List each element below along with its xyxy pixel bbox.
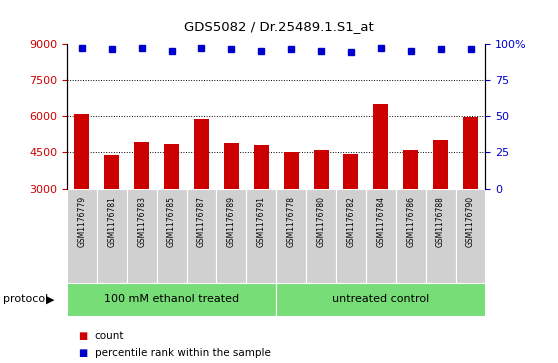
Text: count: count (95, 331, 124, 341)
Bar (373, 104, 388, 189)
Text: GSM1176784: GSM1176784 (376, 196, 386, 247)
Text: GSM1176791: GSM1176791 (257, 196, 266, 247)
Text: GSM1176790: GSM1176790 (466, 196, 475, 248)
Text: untreated control: untreated control (332, 294, 430, 305)
Text: percentile rank within the sample: percentile rank within the sample (95, 348, 271, 358)
Text: GSM1176783: GSM1176783 (137, 196, 146, 247)
Bar (164, 144, 179, 189)
Bar (67, 189, 97, 283)
Bar (463, 117, 478, 189)
Bar (306, 189, 336, 283)
Text: GSM1176786: GSM1176786 (406, 196, 415, 247)
Bar (314, 150, 329, 189)
Text: GDS5082 / Dr.25489.1.S1_at: GDS5082 / Dr.25489.1.S1_at (184, 20, 374, 33)
Bar (336, 189, 366, 283)
Text: ■: ■ (78, 331, 88, 341)
Bar (276, 283, 485, 316)
Bar (246, 189, 276, 283)
Text: GSM1176787: GSM1176787 (197, 196, 206, 247)
Text: protocol: protocol (3, 294, 48, 305)
Bar (276, 189, 306, 283)
Bar (194, 119, 209, 189)
Bar (396, 189, 426, 283)
Bar (433, 140, 448, 189)
Text: ▶: ▶ (46, 294, 54, 305)
Bar (217, 189, 246, 283)
Bar (74, 114, 89, 189)
Text: GSM1176778: GSM1176778 (287, 196, 296, 247)
Bar (403, 150, 418, 189)
Bar (127, 189, 157, 283)
Bar (224, 143, 239, 189)
Text: GSM1176780: GSM1176780 (316, 196, 325, 247)
Bar (254, 145, 269, 189)
Text: GSM1176785: GSM1176785 (167, 196, 176, 247)
Bar (366, 189, 396, 283)
Text: GSM1176782: GSM1176782 (347, 196, 355, 247)
Bar (104, 155, 119, 189)
Text: GSM1176788: GSM1176788 (436, 196, 445, 247)
Bar (67, 283, 276, 316)
Text: GSM1176779: GSM1176779 (78, 196, 86, 248)
Bar (157, 189, 186, 283)
Text: 100 mM ethanol treated: 100 mM ethanol treated (104, 294, 239, 305)
Bar (134, 142, 149, 189)
Text: GSM1176781: GSM1176781 (107, 196, 116, 247)
Bar (455, 189, 485, 283)
Bar (426, 189, 455, 283)
Bar (344, 154, 358, 189)
Bar (283, 152, 299, 189)
Text: GSM1176789: GSM1176789 (227, 196, 236, 247)
Text: ■: ■ (78, 348, 88, 358)
Bar (186, 189, 217, 283)
Bar (97, 189, 127, 283)
